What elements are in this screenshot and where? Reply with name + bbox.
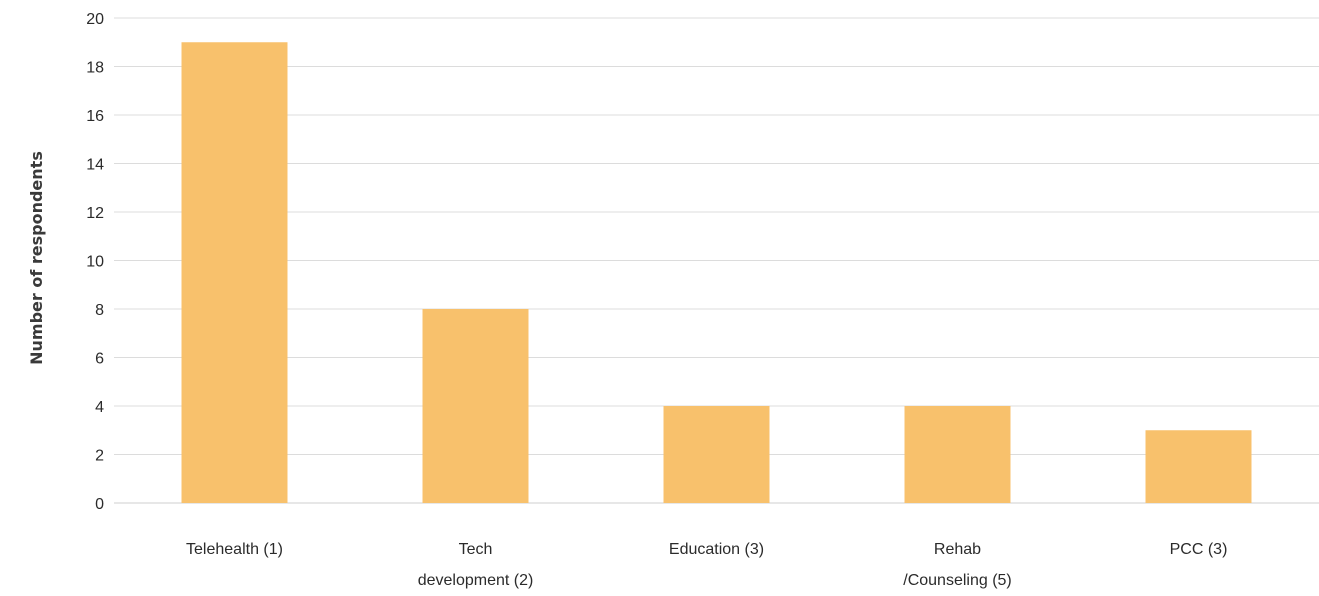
bars [181,42,1252,503]
x-tick-label-line: PCC (3) [1170,541,1228,558]
y-tick-label: 0 [95,496,104,513]
x-tick-label-line: /Counseling (5) [903,572,1012,589]
bar[interactable] [1145,430,1252,503]
y-axis-title: Number of respondents [27,151,46,365]
y-tick-label: 2 [95,448,104,465]
bar[interactable] [904,406,1011,503]
x-tick-label: Telehealth (1) [186,541,283,558]
x-tick-label: Education (3) [669,541,764,558]
x-tick-label-line: Telehealth (1) [186,541,283,558]
bar[interactable] [663,406,770,503]
x-tick-label-line: development (2) [418,572,534,589]
y-tick-label: 18 [86,60,104,77]
x-tick-label: Rehab/Counseling (5) [903,541,1012,589]
y-grid [114,17,1319,504]
y-tick-labels: 0 2 4 6 8 10 12 14 16 18 20 [86,11,104,513]
bar[interactable] [422,309,529,503]
y-tick-label: 6 [95,351,104,368]
x-tick-label-line: Tech [459,541,493,558]
y-tick-label: 12 [86,205,104,222]
x-tick-label: PCC (3) [1170,541,1228,558]
y-tick-label: 8 [95,302,104,319]
x-tick-label-line: Rehab [934,541,981,558]
x-tick-labels: Telehealth (1) Tech development (2) Educati… [186,541,1227,589]
y-tick-label: 4 [95,399,104,416]
y-tick-label: 10 [86,254,104,271]
x-tick-label: Tech development (2) [418,541,534,589]
y-tick-label: 14 [86,157,104,174]
x-tick-label-line: Education (3) [669,541,764,558]
y-tick-label: 16 [86,108,104,125]
bar[interactable] [181,42,288,503]
y-tick-label: 20 [86,11,104,28]
